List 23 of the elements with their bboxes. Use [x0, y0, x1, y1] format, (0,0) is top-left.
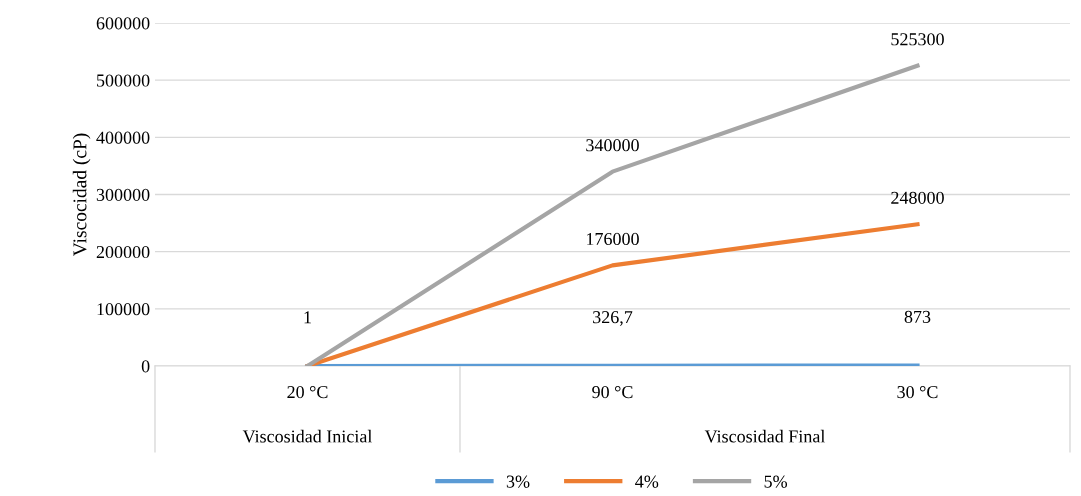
text: Viscosidad Inicial [242, 429, 373, 443]
y-tick-label: 500000 [97, 74, 150, 87]
data-label: 326,7 [593, 311, 633, 326]
data-label: 176000 [587, 232, 639, 246]
y-tick-label: 400000 [96, 131, 150, 144]
y-tick-label: 100000 [97, 303, 150, 316]
legend-label: 5% [764, 475, 788, 488]
y-axis-title: Viscocidad (cP) [72, 133, 91, 257]
legend-label: 3% [506, 475, 530, 488]
data-label: 248000 [891, 191, 944, 204]
y-tick-label: 0 [141, 360, 150, 373]
data-label: 873 [904, 310, 931, 323]
x-tick-label: 20 °C [287, 385, 328, 399]
x-tick-label: 30 °C [897, 385, 938, 399]
y-tick-label: 600000 [96, 17, 150, 30]
data-label: 1 [304, 311, 311, 324]
x-tick-label: 90 °C [592, 385, 633, 399]
data-label: 340000 [586, 139, 639, 152]
data-label: 525300 [891, 33, 944, 46]
y-tick-label: 300000 [96, 188, 150, 201]
y-tick-label: 200000 [96, 245, 150, 259]
text: Viscosidad Final [704, 429, 826, 443]
legend-label: 4% [635, 475, 659, 488]
